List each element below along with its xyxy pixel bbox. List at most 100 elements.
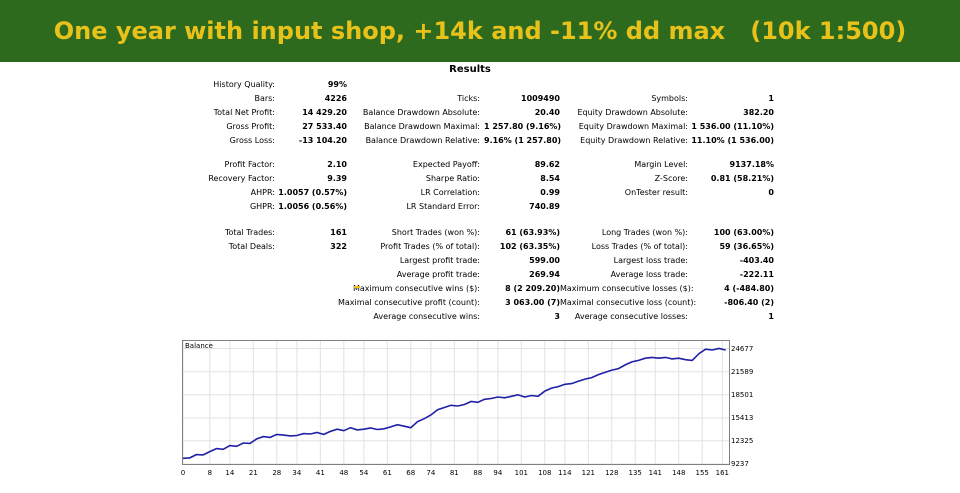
x-tick-label: 14 xyxy=(225,469,235,477)
result-value: 27 533.40 xyxy=(302,122,347,131)
result-value: 1 536.00 (11.10%) xyxy=(691,122,774,131)
result-label: Equity Drawdown Absolute: xyxy=(577,108,688,117)
result-value: 89.62 xyxy=(534,160,560,169)
x-tick-label: 108 xyxy=(538,469,552,477)
result-value: -13 104.20 xyxy=(298,136,347,145)
x-tick-label: 41 xyxy=(315,469,325,477)
result-value: 3 xyxy=(554,312,560,321)
y-tick-label: 21589 xyxy=(731,367,754,376)
balance-chart xyxy=(182,340,730,465)
y-tick-label: 18501 xyxy=(731,390,754,399)
result-label: Average profit trade: xyxy=(396,270,480,279)
result-value: 61 (63.93%) xyxy=(505,228,560,237)
result-label: Average loss trade: xyxy=(610,270,688,279)
result-label: Total Net Profit: xyxy=(213,108,275,117)
result-value: 4226 xyxy=(324,94,347,103)
result-value: 2.10 xyxy=(327,160,347,169)
result-label: Recovery Factor: xyxy=(208,174,275,183)
result-value: 382.20 xyxy=(743,108,774,117)
x-tick-label: 135 xyxy=(628,469,642,477)
result-label: Ticks: xyxy=(457,94,480,103)
result-value: 14 429.20 xyxy=(302,108,347,117)
result-value: -222.11 xyxy=(739,270,774,279)
result-label: History Quality: xyxy=(213,80,275,89)
result-value: 99% xyxy=(327,80,347,89)
result-label: Total Deals: xyxy=(228,242,275,251)
y-tick-label: 15413 xyxy=(731,413,754,422)
result-value: 322 xyxy=(330,242,347,251)
x-tick-label: 8 xyxy=(207,469,213,477)
x-tick-label: 74 xyxy=(426,469,436,477)
result-value: 9.16% (1 257.80) xyxy=(484,136,562,145)
results-title: Results xyxy=(449,64,491,75)
result-label: Long Trades (won %): xyxy=(601,228,688,237)
x-tick-label: 0 xyxy=(180,469,186,477)
x-tick-label: 121 xyxy=(581,469,595,477)
x-tick-label: 161 xyxy=(715,469,729,477)
balance-line xyxy=(183,347,726,460)
result-label: Balance Drawdown Maximal: xyxy=(364,122,480,131)
result-value: 0.99 xyxy=(540,188,560,197)
result-label: Symbols: xyxy=(651,94,688,103)
result-label: Maximal consecutive loss (count): xyxy=(560,298,697,307)
result-value: 20.40 xyxy=(534,108,560,117)
result-label: Gross Loss: xyxy=(229,136,275,145)
result-value: 100 (63.00%) xyxy=(713,228,774,237)
title-banner xyxy=(0,0,960,62)
result-value: 1 xyxy=(768,94,774,103)
result-label: Balance Drawdown Absolute: xyxy=(362,108,480,117)
x-tick-label: 81 xyxy=(449,469,459,477)
result-value: 740.89 xyxy=(529,202,560,211)
result-label: Short Trades (won %): xyxy=(391,228,480,237)
result-value: 0 xyxy=(768,188,774,197)
result-label: Equity Drawdown Maximal: xyxy=(578,122,688,131)
result-value: 161 xyxy=(330,228,347,237)
result-value: 8.54 xyxy=(540,174,560,183)
result-value: 1009490 xyxy=(521,94,560,103)
result-label: Largest profit trade: xyxy=(399,256,480,265)
result-value: 1 xyxy=(768,312,774,321)
result-label: Sharpe Ratio: xyxy=(425,174,480,183)
result-value: 59 (36.65%) xyxy=(719,242,774,251)
result-label: LR Correlation: xyxy=(420,188,480,197)
result-label: Profit Factor: xyxy=(224,160,275,169)
result-label: Gross Profit: xyxy=(226,122,275,131)
y-tick-label: 9237 xyxy=(731,460,749,468)
x-tick-label: 94 xyxy=(493,469,503,477)
x-tick-label: 88 xyxy=(473,469,483,477)
result-label: Z-Score: xyxy=(654,174,688,183)
result-label: Average consecutive losses: xyxy=(574,312,688,321)
result-label: Largest loss trade: xyxy=(613,256,688,265)
x-tick-label: 68 xyxy=(406,469,416,477)
result-label: Profit Trades (% of total): xyxy=(380,242,480,251)
result-label: Equity Drawdown Relative: xyxy=(580,136,688,145)
chart-title: Balance xyxy=(185,342,213,350)
result-label: LR Standard Error: xyxy=(406,202,480,211)
x-tick-label: 61 xyxy=(382,469,392,477)
y-tick-label: 24677 xyxy=(731,344,754,353)
result-label: Expected Payoff: xyxy=(412,160,480,169)
x-tick-label: 141 xyxy=(648,469,662,477)
result-label: Total Trades: xyxy=(225,228,275,237)
result-value: 1 257.80 (9.16%) xyxy=(484,122,562,131)
result-label: Balance Drawdown Relative: xyxy=(365,136,480,145)
result-value: 8 (2 209.20) xyxy=(505,284,560,293)
result-value: 0.81 (58.21%) xyxy=(710,174,774,183)
result-value: 102 (63.35%) xyxy=(499,242,560,251)
result-label: AHPR: xyxy=(250,188,275,197)
x-tick-label: 155 xyxy=(695,469,709,477)
result-label: Maximum consecutive losses ($): xyxy=(560,284,694,293)
result-label: GHPR: xyxy=(249,202,275,211)
result-value: -806.40 (2) xyxy=(724,298,774,307)
x-tick-label: 128 xyxy=(605,469,619,477)
x-tick-label: 54 xyxy=(359,469,369,477)
x-tick-label: 48 xyxy=(339,469,349,477)
x-tick-label: 101 xyxy=(514,469,528,477)
result-value: 269.94 xyxy=(529,270,560,279)
result-value: 9.39 xyxy=(327,174,347,183)
y-tick-label: 12325 xyxy=(731,436,754,445)
balance-chart-svg xyxy=(183,341,729,464)
result-value: 1.0056 (0.56%) xyxy=(278,202,347,211)
result-value: 4 (-484.80) xyxy=(724,284,774,293)
x-tick-label: 34 xyxy=(292,469,302,477)
